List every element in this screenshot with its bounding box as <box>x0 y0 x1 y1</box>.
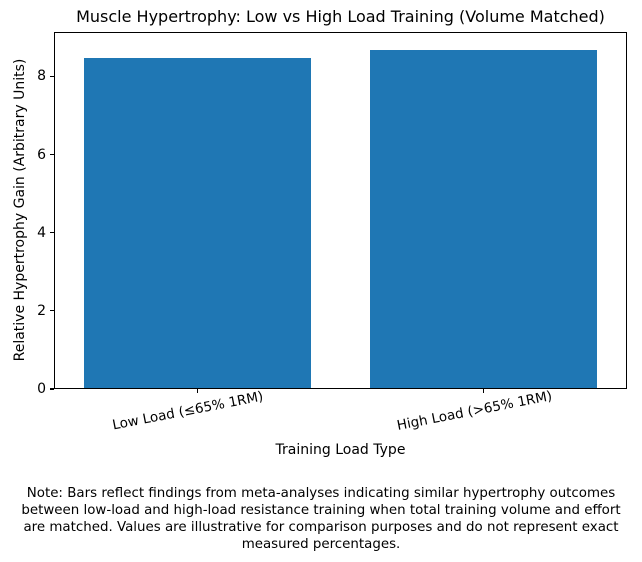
bar-low-load-65-1rm <box>84 57 312 388</box>
bar-high-load-65-1rm <box>369 49 597 388</box>
y-tick-mark <box>50 232 54 234</box>
y-tick-6: 6 <box>37 148 54 162</box>
x-tick-mark <box>196 389 198 393</box>
y-tick-label-2: 2 <box>37 302 46 319</box>
y-tick-4: 4 <box>37 226 54 240</box>
y-tick-mark <box>50 388 54 390</box>
y-tick-label-8: 8 <box>37 68 46 85</box>
y-tick-mark <box>50 75 54 77</box>
x-axis: Low Load (≤65% 1RM) High Load (>65% 1RM) <box>54 388 627 444</box>
x-tick-mark <box>483 389 485 393</box>
chart-title: Muscle Hypertrophy: Low vs High Load Tra… <box>76 7 605 26</box>
x-axis-label: Training Load Type <box>275 442 406 458</box>
plot-area <box>54 32 627 389</box>
y-tick-label-6: 6 <box>37 146 46 163</box>
y-tick-0: 0 <box>37 382 54 396</box>
y-tick-mark <box>50 310 54 312</box>
y-tick-8: 8 <box>37 69 54 83</box>
y-axis: 0 2 4 6 8 <box>0 32 54 396</box>
y-tick-mark <box>50 153 54 156</box>
x-tick-label-low-load-65-1rm: Low Load (≤65% 1RM) <box>111 388 265 434</box>
y-tick-2: 2 <box>37 304 54 318</box>
x-tick-label-high-load-65-1rm: High Load (>65% 1RM) <box>395 388 554 434</box>
y-tick-label-4: 4 <box>37 224 46 241</box>
y-tick-label-0: 0 <box>37 381 46 397</box>
note-text: Note: Bars reflect findings from meta-an… <box>21 486 621 552</box>
